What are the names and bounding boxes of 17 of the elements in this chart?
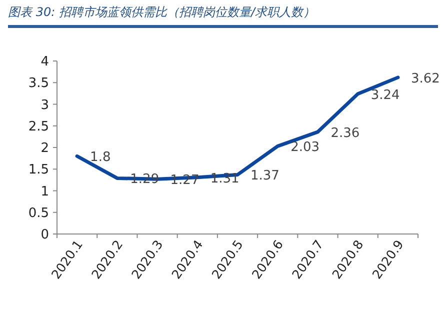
title: 图表 30: 招聘市场蓝领供需比（招聘岗位数量/求职人数）	[8, 4, 438, 28]
y-tick-label: 2.5	[28, 119, 49, 134]
data-label: 2.36	[330, 126, 360, 141]
y-tick-label: 0.5	[28, 206, 49, 221]
y-tick-label: 3.5	[28, 76, 49, 92]
data-label: 3.62	[410, 71, 440, 86]
data-label: 3.24	[370, 88, 400, 103]
y-tick-label: 3	[40, 98, 49, 113]
data-label: 2.03	[290, 140, 320, 156]
data-label: 1.29	[130, 172, 160, 188]
y-tick-label: 1.5	[28, 162, 49, 178]
data-label: 1.37	[250, 168, 280, 184]
y-tick-label: 0	[40, 228, 49, 242]
data-label: 1.8	[90, 150, 111, 166]
y-tick-label: 2	[40, 141, 49, 156]
y-tick-label: 1	[40, 184, 49, 200]
y-tick-label: 4	[40, 54, 49, 70]
